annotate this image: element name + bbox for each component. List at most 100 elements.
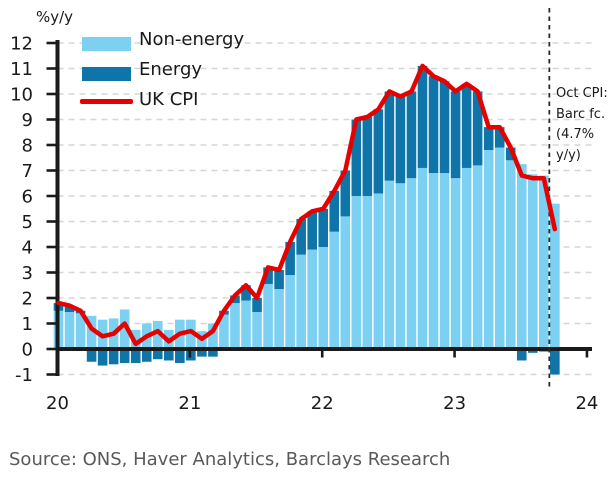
bar-energy: [505, 147, 516, 161]
y-tick-label: 5: [22, 212, 33, 233]
forecast-annotation-line: (4.7%: [556, 127, 595, 142]
forecast-annotation-line: y/y): [556, 147, 581, 163]
bar-non-energy: [351, 196, 362, 349]
bar-non-energy: [285, 275, 295, 349]
y-tick-label: 4: [22, 238, 33, 259]
bar-non-energy: [219, 314, 229, 349]
forecast-annotation-line: Barc fc.: [556, 106, 606, 122]
x-tick-label: 24: [575, 393, 598, 414]
bar-non-energy: [318, 247, 329, 349]
bar-energy: [417, 65, 428, 168]
bar-energy: [285, 241, 295, 276]
bar-non-energy: [373, 193, 384, 349]
y-tick-label: 9: [22, 110, 33, 131]
source-text: Source: ONS, Haver Analytics, Barclays R…: [9, 449, 451, 470]
bar-non-energy: [274, 289, 284, 349]
bar-energy: [494, 127, 505, 148]
bar-non-energy: [86, 315, 97, 349]
bar-energy: [384, 91, 395, 181]
bar-non-energy: [186, 319, 196, 349]
bar-non-energy: [119, 309, 130, 349]
x-tick-label: 20: [46, 393, 69, 414]
legend-label-energy: Energy: [139, 59, 203, 80]
bar-non-energy: [461, 167, 472, 349]
bar-energy: [450, 91, 461, 179]
y-tick-label: 10: [10, 85, 33, 106]
bar-energy-negative: [197, 349, 207, 357]
bar-non-energy: [505, 160, 516, 349]
y-tick-label: 1: [22, 314, 33, 335]
bar-non-energy: [296, 254, 306, 349]
bar-non-energy: [417, 167, 428, 349]
bar-non-energy: [494, 147, 505, 349]
bar-non-energy: [539, 175, 549, 349]
bar-energy-negative: [175, 349, 185, 364]
bar-non-energy: [241, 300, 251, 349]
bar-energy-negative: [164, 349, 174, 361]
bar-energy: [472, 91, 483, 166]
bar-energy-negative: [108, 349, 119, 365]
bar-non-energy: [263, 283, 273, 349]
legend-swatch-non-energy: [82, 37, 131, 51]
forecast-annotation: Oct CPI: Barc fc. (4.7% y/y): [556, 84, 609, 166]
bar-energy: [274, 269, 284, 290]
bar-energy: [439, 81, 450, 174]
bar-non-energy: [406, 178, 417, 349]
bar-non-energy: [340, 216, 351, 349]
bar-energy-negative: [152, 349, 163, 360]
bar-energy-negative: [516, 349, 527, 361]
bar-non-energy: [516, 164, 527, 349]
bar-non-energy: [527, 174, 538, 349]
y-tick-label: -1: [15, 365, 33, 386]
bar-energy: [296, 218, 306, 255]
bar-non-energy: [64, 312, 75, 349]
bar-energy-negative: [119, 349, 130, 364]
bar-non-energy: [307, 249, 317, 349]
bar-energy: [461, 83, 472, 168]
bar-energy: [395, 96, 406, 184]
bar-energy-negative: [550, 349, 560, 375]
bar-non-energy: [230, 303, 240, 349]
bar-energy-negative: [86, 349, 97, 362]
bar-energy: [329, 190, 340, 232]
bar-energy: [252, 298, 262, 313]
bar-energy: [64, 305, 75, 313]
bar-energy: [362, 116, 373, 196]
y-tick-label: 3: [22, 263, 33, 284]
bar-non-energy: [395, 183, 406, 349]
bar-energy: [428, 76, 439, 174]
bar-energy: [318, 208, 329, 247]
x-tick-label: 23: [443, 393, 466, 414]
bar-non-energy: [362, 196, 373, 349]
bar-energy: [241, 285, 251, 301]
uk-cpi-line: [56, 63, 558, 347]
legend-swatch-energy: [82, 67, 131, 81]
bar-energy: [373, 109, 384, 194]
y-tick-label: 12: [10, 34, 33, 55]
forecast-annotation-line: Oct CPI:: [556, 86, 608, 101]
bar-non-energy: [75, 313, 86, 349]
y-axis-unit-label: %y/y: [36, 8, 74, 26]
bar-non-energy: [428, 173, 439, 349]
bar-energy: [351, 119, 362, 196]
bar-non-energy: [472, 165, 483, 349]
bar-energy: [263, 267, 273, 284]
bar-energy: [483, 127, 494, 151]
bar-non-energy: [329, 231, 340, 349]
bar-non-energy: [252, 312, 262, 349]
bar-energy-negative: [97, 349, 108, 366]
bar-non-energy: [439, 173, 450, 349]
x-tick-label: 21: [178, 393, 201, 414]
bar-non-energy: [152, 320, 163, 349]
y-tick-label: 11: [10, 59, 33, 80]
bar-non-energy: [450, 178, 461, 349]
y-tick-label: 7: [22, 161, 33, 182]
bar-non-energy: [550, 203, 560, 349]
y-tick-label: 8: [22, 136, 33, 157]
y-tick-label: 0: [22, 340, 33, 361]
bar-energy: [340, 170, 351, 217]
x-tick-label: 22: [311, 393, 334, 414]
bar-energy-negative: [208, 349, 218, 357]
